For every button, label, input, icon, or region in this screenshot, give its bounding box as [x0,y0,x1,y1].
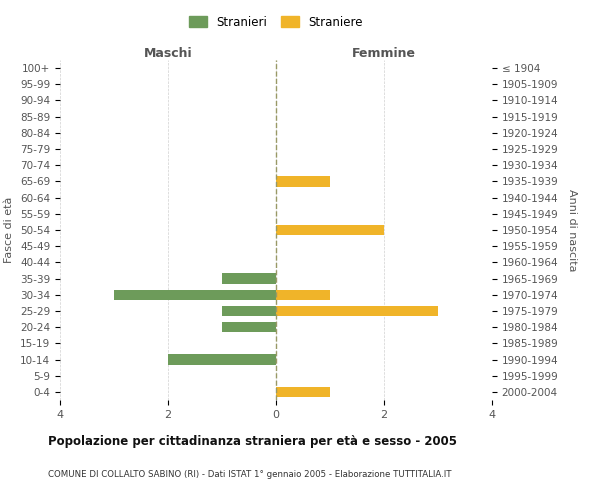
Y-axis label: Anni di nascita: Anni di nascita [567,188,577,271]
Bar [276,176,330,186]
Bar [276,290,330,300]
Bar [168,354,276,365]
Text: Popolazione per cittadinanza straniera per età e sesso - 2005: Popolazione per cittadinanza straniera p… [48,435,457,448]
Bar [276,224,384,235]
Bar [222,322,276,332]
Text: Maschi: Maschi [143,47,193,60]
Bar [276,306,438,316]
Bar [276,386,330,397]
Text: COMUNE DI COLLALTO SABINO (RI) - Dati ISTAT 1° gennaio 2005 - Elaborazione TUTTI: COMUNE DI COLLALTO SABINO (RI) - Dati IS… [48,470,452,479]
Bar [114,290,276,300]
Bar [222,306,276,316]
Legend: Stranieri, Straniere: Stranieri, Straniere [184,11,368,34]
Text: Femmine: Femmine [352,47,416,60]
Y-axis label: Fasce di età: Fasce di età [4,197,14,263]
Bar [222,274,276,284]
